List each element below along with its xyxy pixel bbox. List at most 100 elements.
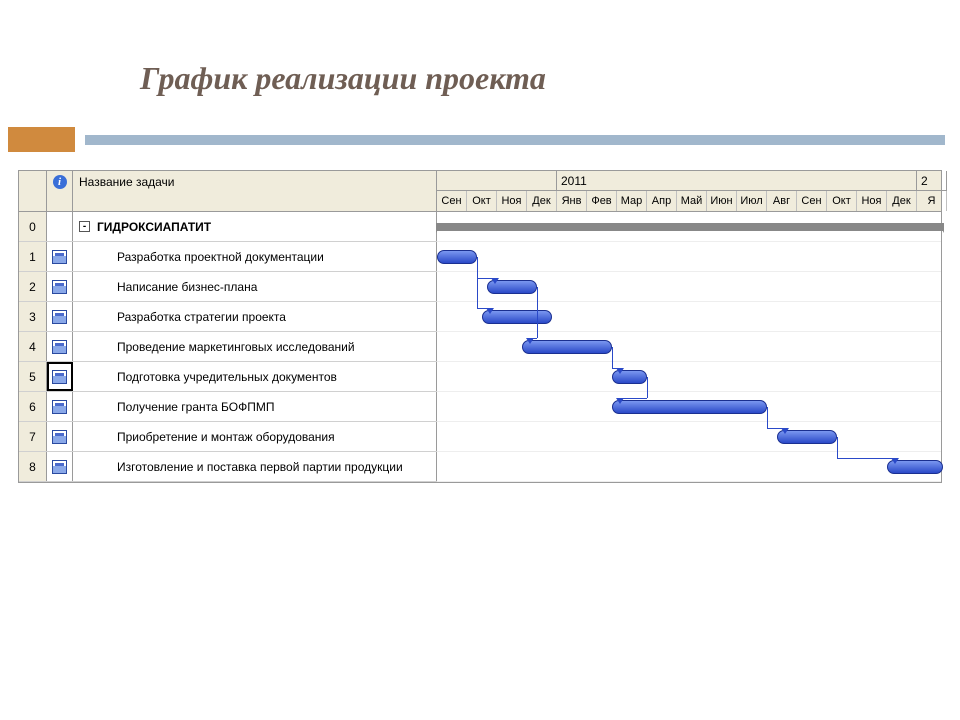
- task-info-cell[interactable]: [47, 212, 73, 241]
- task-name-label: Получение гранта БОФПМП: [117, 400, 274, 414]
- month-cell: Дек: [887, 191, 917, 211]
- chart-row: [437, 242, 941, 272]
- dependency-arrow-icon: [616, 398, 624, 404]
- task-bar[interactable]: [612, 400, 767, 414]
- col-name-header: Название задачи: [73, 171, 437, 211]
- dependency-line: [477, 257, 478, 308]
- task-name[interactable]: Получение гранта БОФПМП: [73, 392, 437, 421]
- task-row[interactable]: 8 Изготовление и поставка первой партии п…: [19, 452, 437, 482]
- task-name[interactable]: Подготовка учредительных документов: [73, 362, 437, 391]
- task-name[interactable]: Разработка проектной документации: [73, 242, 437, 271]
- task-row[interactable]: 2 Написание бизнес-плана: [19, 272, 437, 302]
- dependency-arrow-icon: [781, 428, 789, 434]
- task-info-cell[interactable]: [47, 302, 73, 331]
- task-name[interactable]: Приобретение и монтаж оборудования: [73, 422, 437, 451]
- slide-title: График реализации проекта: [140, 60, 546, 97]
- chart-row: [437, 332, 941, 362]
- task-id: 4: [19, 332, 47, 361]
- month-cell: Сен: [797, 191, 827, 211]
- task-id: 0: [19, 212, 47, 241]
- task-name[interactable]: Разработка стратегии проекта: [73, 302, 437, 331]
- year-row: 20112: [437, 171, 947, 191]
- month-cell: Мар: [617, 191, 647, 211]
- task-name[interactable]: Написание бизнес-плана: [73, 272, 437, 301]
- dependency-line: [537, 287, 538, 338]
- dependency-line: [620, 398, 647, 399]
- calendar-icon: [52, 370, 67, 384]
- calendar-icon: [52, 400, 67, 414]
- month-cell: Июн: [707, 191, 737, 211]
- calendar-icon: [52, 460, 67, 474]
- collapse-icon[interactable]: -: [79, 221, 90, 232]
- task-name-label: Проведение маркетинговых исследований: [117, 340, 355, 354]
- dependency-line: [837, 437, 838, 458]
- chart-row: [437, 272, 941, 302]
- calendar-icon: [52, 250, 67, 264]
- col-info-header: i: [47, 171, 73, 211]
- task-info-cell[interactable]: [47, 392, 73, 421]
- task-id: 1: [19, 242, 47, 271]
- dependency-arrow-icon: [526, 338, 534, 344]
- chart-area: [437, 212, 941, 482]
- chart-row: [437, 362, 941, 392]
- task-id: 2: [19, 272, 47, 301]
- month-cell: Май: [677, 191, 707, 211]
- dependency-arrow-icon: [486, 308, 494, 314]
- task-row[interactable]: 5Подготовка учредительных документов: [19, 362, 437, 392]
- task-name[interactable]: -ГИДРОКСИАПАТИТ: [73, 212, 437, 241]
- col-id-header: [19, 171, 47, 211]
- slide: График реализации проекта i Название зад…: [0, 0, 960, 720]
- task-info-cell[interactable]: [47, 452, 73, 481]
- month-cell: Окт: [827, 191, 857, 211]
- calendar-icon: [52, 430, 67, 444]
- dependency-line: [767, 407, 768, 428]
- task-row[interactable]: 7Приобретение и монтаж оборудования: [19, 422, 437, 452]
- dependency-line: [647, 377, 648, 398]
- task-info-cell[interactable]: [47, 272, 73, 301]
- chart-row: [437, 452, 941, 482]
- dependency-arrow-icon: [491, 278, 499, 284]
- year-cell: 2011: [557, 171, 917, 190]
- month-cell: Дек: [527, 191, 557, 211]
- dependency-arrow-icon: [616, 368, 624, 374]
- task-bar[interactable]: [437, 250, 477, 264]
- task-info-cell[interactable]: [47, 332, 73, 361]
- task-info-cell[interactable]: [47, 242, 73, 271]
- dependency-arrow-icon: [891, 458, 899, 464]
- task-row[interactable]: 4 Проведение маркетинговых исследований: [19, 332, 437, 362]
- task-name-label: Изготовление и поставка первой партии пр…: [117, 460, 403, 474]
- month-cell: Фев: [587, 191, 617, 211]
- year-cell: [437, 171, 557, 190]
- month-cell: Окт: [467, 191, 497, 211]
- gantt-chart: i Название задачи 20112 СенОктНояДекЯнвФ…: [18, 170, 942, 483]
- task-row[interactable]: 0 -ГИДРОКСИАПАТИТ: [19, 212, 437, 242]
- gantt-header-timeline: 20112 СенОктНояДекЯнвФевМарАпрМайИюнИюлА…: [437, 171, 947, 211]
- task-name[interactable]: Изготовление и поставка первой партии пр…: [73, 452, 437, 481]
- month-cell: Авг: [767, 191, 797, 211]
- task-name-label: ГИДРОКСИАПАТИТ: [97, 220, 211, 234]
- task-name-label: Разработка проектной документации: [117, 250, 324, 264]
- gantt-body: 0 -ГИДРОКСИАПАТИТ 1 Разработка проектной до…: [19, 212, 941, 482]
- gantt-header-left: i Название задачи: [19, 171, 437, 211]
- task-row[interactable]: 3 Разработка стратегии проекта: [19, 302, 437, 332]
- month-cell: Сен: [437, 191, 467, 211]
- accent-bar: [8, 127, 75, 152]
- task-id: 8: [19, 452, 47, 481]
- task-name-label: Написание бизнес-плана: [117, 280, 257, 294]
- info-icon: i: [53, 175, 67, 189]
- task-bar[interactable]: [522, 340, 612, 354]
- task-info-cell[interactable]: [47, 362, 73, 391]
- task-info-cell[interactable]: [47, 422, 73, 451]
- month-row: СенОктНояДекЯнвФевМарАпрМайИюнИюлАвгСенО…: [437, 191, 947, 211]
- task-name-label: Приобретение и монтаж оборудования: [117, 430, 335, 444]
- calendar-icon: [52, 310, 67, 324]
- task-name[interactable]: Проведение маркетинговых исследований: [73, 332, 437, 361]
- summary-bar[interactable]: [437, 223, 943, 231]
- task-name-label: Разработка стратегии проекта: [117, 310, 286, 324]
- task-row[interactable]: 6 Получение гранта БОФПМП: [19, 392, 437, 422]
- task-list: 0 -ГИДРОКСИАПАТИТ 1 Разработка проектной до…: [19, 212, 437, 482]
- task-id: 6: [19, 392, 47, 421]
- task-id: 3: [19, 302, 47, 331]
- task-row[interactable]: 1 Разработка проектной документации: [19, 242, 437, 272]
- month-cell: Апр: [647, 191, 677, 211]
